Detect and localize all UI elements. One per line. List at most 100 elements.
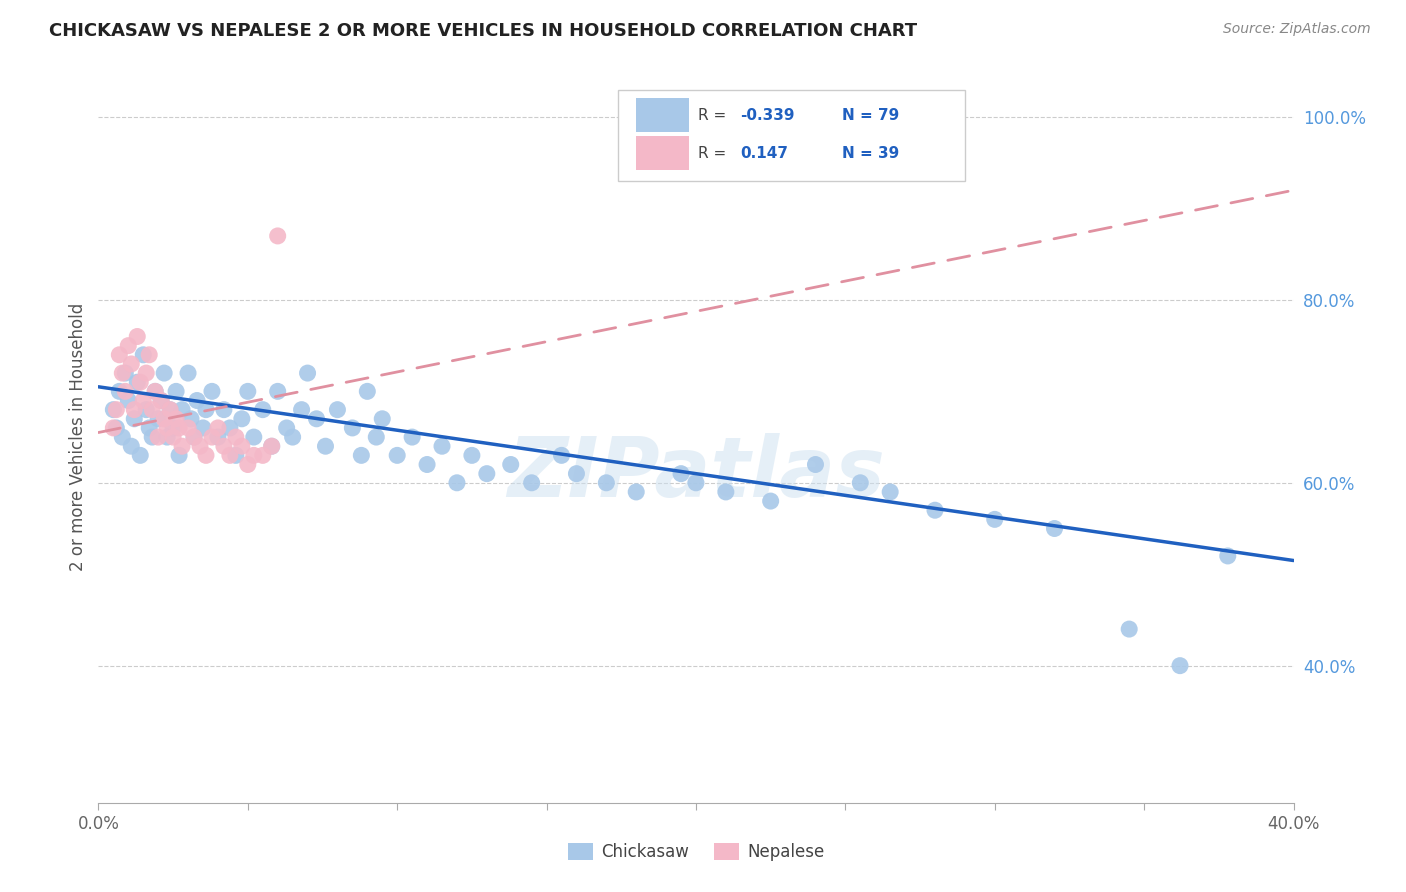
Point [150,393,173,408]
Point [225,430,247,444]
Point [111,430,134,444]
Point [148,411,170,425]
Point [159,402,181,417]
Point [143,384,166,399]
Text: N = 79: N = 79 [842,108,898,123]
Point [219,449,242,463]
Point [177,366,200,380]
Point [236,384,259,399]
Point [114,384,136,399]
Point [212,439,235,453]
Point [356,384,378,399]
Point [315,439,337,453]
Point [243,430,266,444]
Point [231,411,253,425]
Point [138,348,160,362]
Point [120,357,142,371]
Point [167,449,190,463]
Point [714,485,737,500]
Y-axis label: 2 or more Vehicles in Household: 2 or more Vehicles in Household [69,303,87,571]
Point [1168,658,1191,673]
Point [108,348,131,362]
Point [924,503,946,517]
Point [669,467,692,481]
Point [499,458,522,472]
Point [385,449,409,463]
Point [849,475,872,490]
Point [165,411,187,425]
Point [1043,521,1066,535]
Point [162,430,184,444]
Point [305,411,328,425]
Point [243,449,266,463]
Point [520,475,543,490]
Point [236,458,259,472]
Point [430,439,453,453]
Point [371,411,394,425]
Point [297,366,319,380]
Point [291,402,314,417]
Point [117,339,139,353]
Point [1118,622,1140,636]
Point [111,366,134,380]
Point [127,376,149,390]
Point [105,402,128,417]
Point [626,485,648,500]
Point [156,430,179,444]
Point [132,348,155,362]
Point [120,439,142,453]
Point [141,430,163,444]
Point [103,421,125,435]
Point [195,402,218,417]
Point [595,475,617,490]
Point [105,421,128,435]
Point [231,439,253,453]
Point [191,421,214,435]
Point [177,421,200,435]
Point [201,430,224,444]
Point [172,439,194,453]
Point [207,430,229,444]
Point [401,430,423,444]
Point [124,402,146,417]
Point [446,475,468,490]
Point [984,512,1007,526]
Point [685,475,707,490]
Point [212,402,235,417]
Point [416,458,439,472]
Point [153,411,176,425]
Point [135,366,157,380]
FancyBboxPatch shape [637,136,689,170]
Text: R =: R = [699,108,731,123]
Point [180,411,202,425]
Text: CHICKASAW VS NEPALESE 2 OR MORE VEHICLES IN HOUSEHOLD CORRELATION CHART: CHICKASAW VS NEPALESE 2 OR MORE VEHICLES… [49,22,917,40]
Point [475,467,498,481]
Point [260,439,283,453]
Point [183,430,205,444]
Point [260,439,283,453]
Point [207,421,229,435]
Point [114,366,136,380]
Point [138,421,160,435]
Point [132,393,155,408]
Point [565,467,588,481]
Point [143,384,166,399]
Point [156,421,179,435]
Point [188,439,211,453]
Point [201,384,224,399]
FancyBboxPatch shape [619,90,965,181]
Point [135,402,157,417]
Point [225,449,247,463]
Point [879,485,901,500]
Point [186,393,208,408]
Point [276,421,298,435]
Point [267,384,290,399]
Legend: Chickasaw, Nepalese: Chickasaw, Nepalese [561,836,831,868]
Point [183,430,205,444]
Point [281,430,304,444]
Point [159,402,181,417]
Text: R =: R = [699,145,731,161]
Point [326,402,349,417]
Point [165,384,187,399]
Point [148,430,170,444]
